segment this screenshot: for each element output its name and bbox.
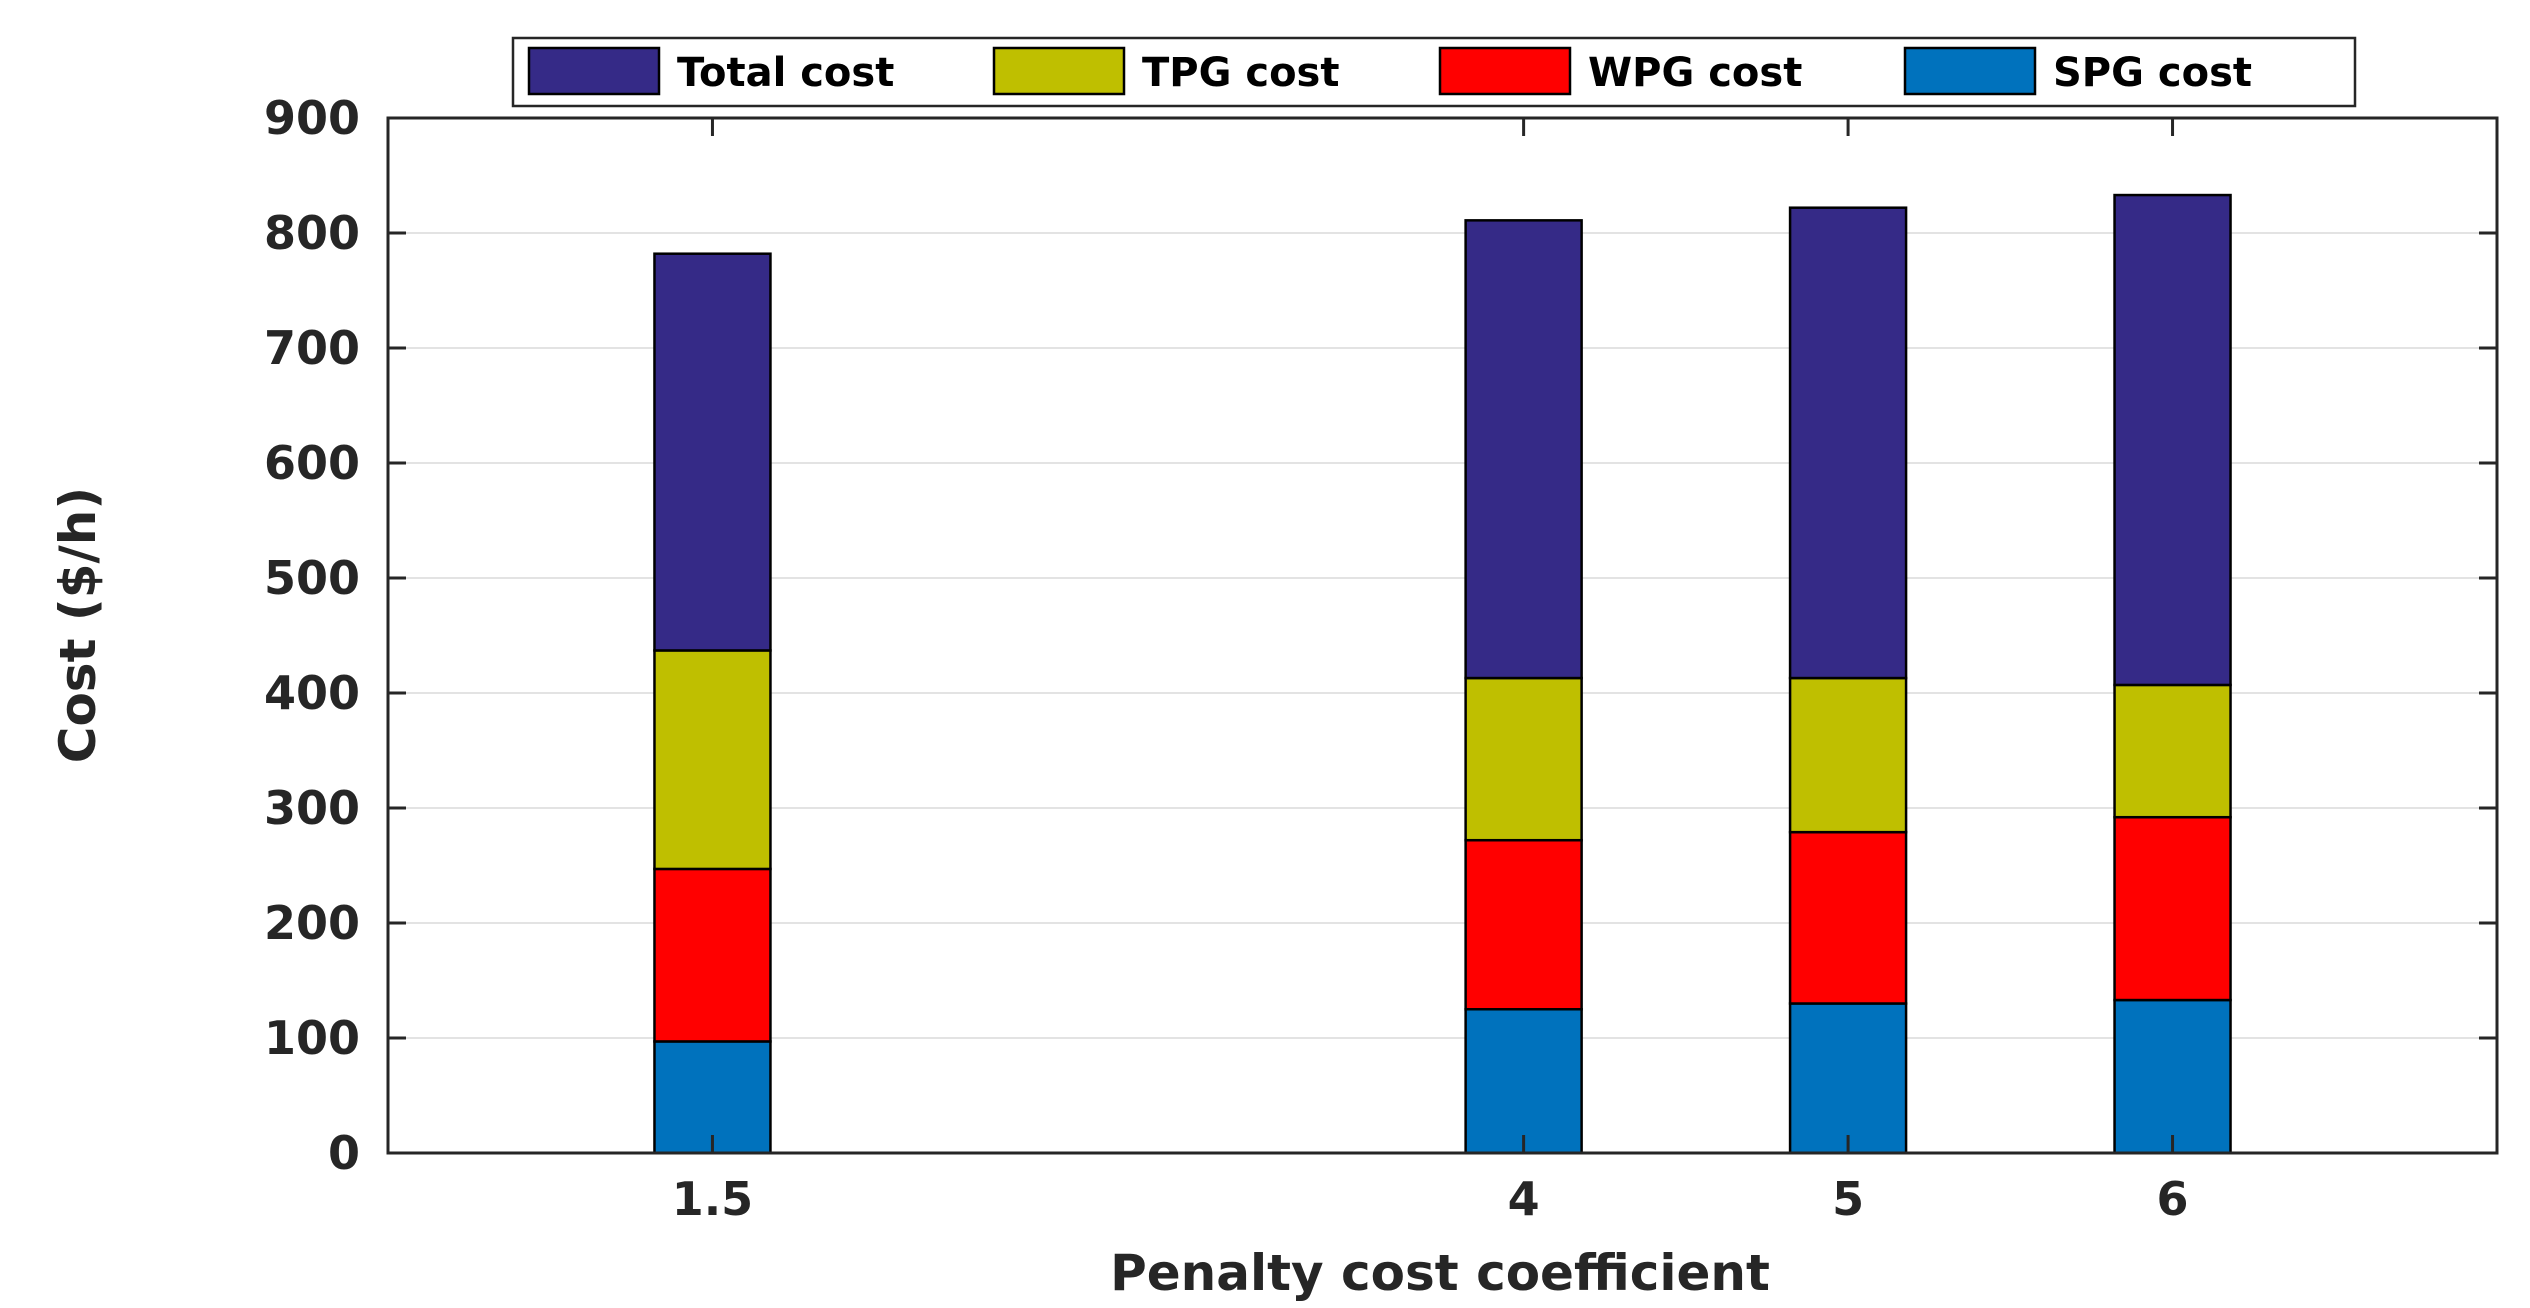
y-tick-label: 100 bbox=[264, 1011, 360, 1065]
bar-total-cost-5 bbox=[1788, 206, 1908, 680]
x-tick-label: 1.5 bbox=[672, 1172, 754, 1226]
y-tick-label: 600 bbox=[264, 436, 360, 490]
y-tick-label: 500 bbox=[264, 551, 360, 605]
bar-total-cost-4 bbox=[1464, 219, 1583, 680]
bar-total-cost-6 bbox=[2113, 193, 2232, 687]
bar-tpg-cost-6 bbox=[2113, 683, 2232, 819]
x-tick-label: 5 bbox=[1832, 1172, 1864, 1226]
y-tick-label: 300 bbox=[264, 781, 360, 835]
bar-tpg-cost-4 bbox=[1464, 676, 1583, 842]
bar-wpg-cost-1.5 bbox=[653, 867, 772, 1043]
bar-spg-cost-6 bbox=[2113, 998, 2232, 1155]
bar-spg-cost-4 bbox=[1464, 1008, 1583, 1155]
legend: Total cost TPG cost WPG cost SPG cost bbox=[511, 36, 2357, 108]
legend-swatch-tpg-cost bbox=[992, 46, 1126, 96]
legend-label-wpg-cost: WPG cost bbox=[1588, 50, 1802, 96]
bar-tpg-cost-5 bbox=[1788, 676, 1908, 834]
axes: 0 100 200 300 400 500 600 700 800 900 1.5 4 5 6 bbox=[264, 91, 2499, 1226]
bar-spg-cost-5 bbox=[1788, 1002, 1908, 1155]
x-axis-label: Penalty cost coefficient bbox=[1110, 1244, 1770, 1302]
x-tick-label: 6 bbox=[2157, 1172, 2189, 1226]
y-tick-label: 700 bbox=[264, 321, 360, 375]
y-tick-label: 400 bbox=[264, 666, 360, 720]
legend-label-spg-cost: SPG cost bbox=[2053, 50, 2252, 96]
bar-wpg-cost-6 bbox=[2113, 815, 2232, 1002]
bar-wpg-cost-5 bbox=[1788, 830, 1908, 1005]
plot-frame bbox=[386, 116, 2499, 1155]
y-axis-label: Cost ($/h) bbox=[49, 487, 107, 763]
x-tick-label: 4 bbox=[1508, 1172, 1540, 1226]
y-tick-label: 200 bbox=[264, 896, 360, 950]
legend-label-tpg-cost: TPG cost bbox=[1142, 50, 1339, 96]
y-tick-label: 800 bbox=[264, 206, 360, 260]
bars bbox=[653, 193, 2232, 1155]
y-tick-label: 900 bbox=[264, 91, 360, 145]
bar-spg-cost-1.5 bbox=[653, 1040, 772, 1155]
bar-total-cost-1.5 bbox=[653, 252, 772, 652]
legend-swatch-total-cost bbox=[527, 46, 661, 96]
legend-swatch-spg-cost bbox=[1903, 46, 2037, 96]
legend-box bbox=[511, 36, 2357, 108]
bar-wpg-cost-4 bbox=[1464, 838, 1583, 1011]
legend-label-total-cost: Total cost bbox=[677, 50, 894, 96]
bar-tpg-cost-1.5 bbox=[653, 649, 772, 871]
legend-swatch-wpg-cost bbox=[1438, 46, 1572, 96]
y-tick-label: 0 bbox=[328, 1126, 360, 1180]
